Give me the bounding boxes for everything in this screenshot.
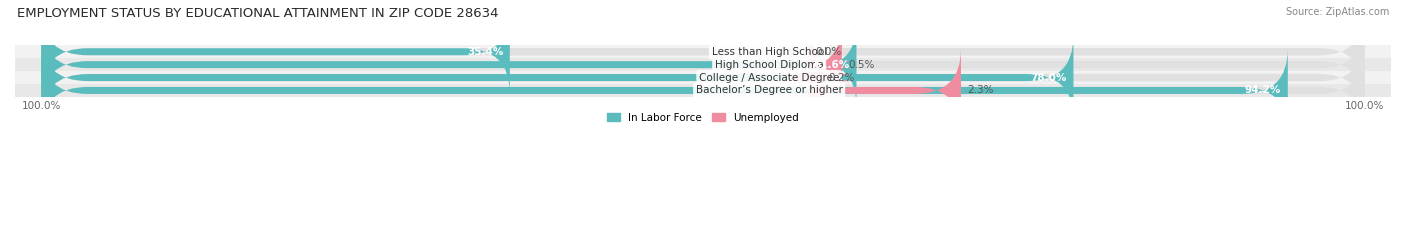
FancyBboxPatch shape: [776, 36, 855, 119]
FancyBboxPatch shape: [41, 23, 856, 106]
Legend: In Labor Force, Unemployed: In Labor Force, Unemployed: [607, 113, 799, 123]
Text: 78.0%: 78.0%: [1031, 72, 1067, 82]
FancyBboxPatch shape: [41, 49, 1365, 132]
Text: College / Associate Degree: College / Associate Degree: [699, 72, 839, 82]
FancyBboxPatch shape: [808, 49, 960, 132]
FancyBboxPatch shape: [41, 10, 510, 93]
Bar: [15, 58, 1391, 71]
Text: 0.2%: 0.2%: [828, 72, 855, 82]
Text: 61.6%: 61.6%: [814, 60, 849, 70]
Bar: [15, 84, 1391, 97]
Text: 2.3%: 2.3%: [967, 86, 994, 96]
Text: Less than High School: Less than High School: [711, 47, 827, 57]
FancyBboxPatch shape: [41, 36, 1073, 119]
Text: High School Diploma: High School Diploma: [714, 60, 824, 70]
FancyBboxPatch shape: [796, 23, 855, 106]
Text: Source: ZipAtlas.com: Source: ZipAtlas.com: [1285, 7, 1389, 17]
Text: Bachelor’s Degree or higher: Bachelor’s Degree or higher: [696, 86, 842, 96]
Text: EMPLOYMENT STATUS BY EDUCATIONAL ATTAINMENT IN ZIP CODE 28634: EMPLOYMENT STATUS BY EDUCATIONAL ATTAINM…: [17, 7, 498, 20]
FancyBboxPatch shape: [41, 10, 1365, 93]
FancyBboxPatch shape: [41, 36, 1365, 119]
Text: 0.0%: 0.0%: [815, 47, 842, 57]
Bar: [15, 71, 1391, 84]
Bar: [15, 45, 1391, 58]
FancyBboxPatch shape: [41, 49, 1288, 132]
Text: 94.2%: 94.2%: [1244, 86, 1281, 96]
FancyBboxPatch shape: [41, 23, 1365, 106]
Text: 35.4%: 35.4%: [467, 47, 503, 57]
Text: 0.5%: 0.5%: [849, 60, 875, 70]
